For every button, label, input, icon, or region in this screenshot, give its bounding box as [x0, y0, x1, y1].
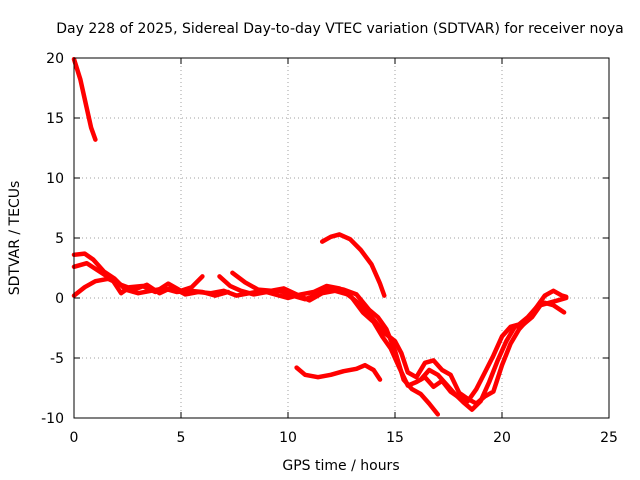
y-tick-label: -5 — [50, 351, 64, 367]
series-line-track-g — [319, 232, 387, 298]
series-line-track-e — [217, 274, 441, 417]
x-tick-label: 0 — [70, 430, 79, 446]
x-axis-label: GPS time / hours — [282, 458, 399, 474]
grid-layer — [74, 58, 609, 418]
y-tick-label: 5 — [55, 231, 64, 247]
series-layer — [71, 56, 569, 417]
series-line-track-d — [71, 276, 567, 404]
y-tick-label: 20 — [46, 51, 64, 67]
y-tick-label: 0 — [55, 291, 64, 307]
y-axis-label: SDTVAR / TECUs — [7, 181, 23, 296]
y-tick-label: 10 — [46, 171, 64, 187]
x-tick-label: 20 — [493, 430, 511, 446]
x-tick-label: 5 — [177, 430, 186, 446]
series-line-track-a — [71, 56, 98, 142]
x-tick-label: 25 — [600, 430, 618, 446]
x-tick-label: 10 — [279, 430, 297, 446]
x-tick-label: 15 — [386, 430, 404, 446]
series-line-track-i — [418, 295, 569, 412]
chart-title: Day 228 of 2025, Sidereal Day-to-day VTE… — [56, 21, 624, 37]
y-tick-label: 15 — [46, 111, 64, 127]
y-tick-label: -10 — [41, 411, 64, 427]
series-line-track-h — [294, 362, 383, 382]
tick-layer: 0 5 10 15 20 25 -10 -5 0 5 10 15 20 — [41, 51, 618, 446]
